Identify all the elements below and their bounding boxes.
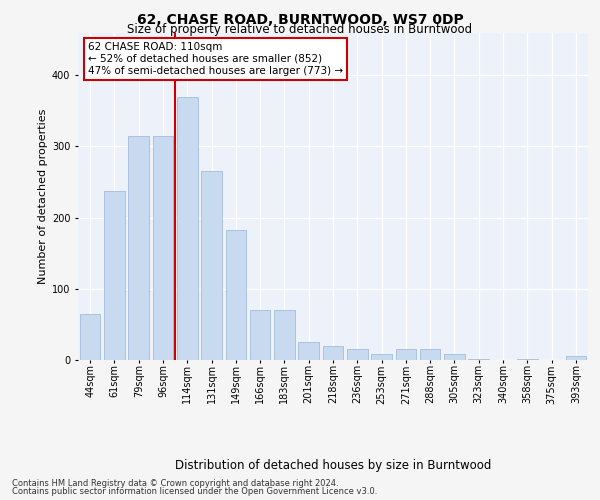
X-axis label: Distribution of detached houses by size in Burntwood: Distribution of detached houses by size … bbox=[175, 459, 491, 472]
Bar bbox=[566, 356, 586, 360]
Bar bbox=[371, 354, 392, 360]
Text: Contains HM Land Registry data © Crown copyright and database right 2024.: Contains HM Land Registry data © Crown c… bbox=[12, 478, 338, 488]
Bar bbox=[347, 350, 368, 360]
Bar bbox=[298, 342, 319, 360]
Bar bbox=[395, 350, 416, 360]
Bar bbox=[250, 310, 271, 360]
Text: Contains public sector information licensed under the Open Government Licence v3: Contains public sector information licen… bbox=[12, 487, 377, 496]
Bar bbox=[226, 230, 246, 360]
Bar bbox=[104, 192, 125, 360]
Bar bbox=[80, 314, 100, 360]
Text: 62 CHASE ROAD: 110sqm
← 52% of detached houses are smaller (852)
47% of semi-det: 62 CHASE ROAD: 110sqm ← 52% of detached … bbox=[88, 42, 343, 76]
Text: 62, CHASE ROAD, BURNTWOOD, WS7 0DP: 62, CHASE ROAD, BURNTWOOD, WS7 0DP bbox=[137, 12, 463, 26]
Bar bbox=[444, 354, 465, 360]
Bar bbox=[420, 350, 440, 360]
Bar bbox=[274, 310, 295, 360]
Bar bbox=[152, 136, 173, 360]
Bar bbox=[323, 346, 343, 360]
Y-axis label: Number of detached properties: Number of detached properties bbox=[38, 108, 47, 284]
Text: Size of property relative to detached houses in Burntwood: Size of property relative to detached ho… bbox=[127, 24, 473, 36]
Bar bbox=[177, 96, 197, 360]
Bar bbox=[128, 136, 149, 360]
Bar bbox=[201, 172, 222, 360]
